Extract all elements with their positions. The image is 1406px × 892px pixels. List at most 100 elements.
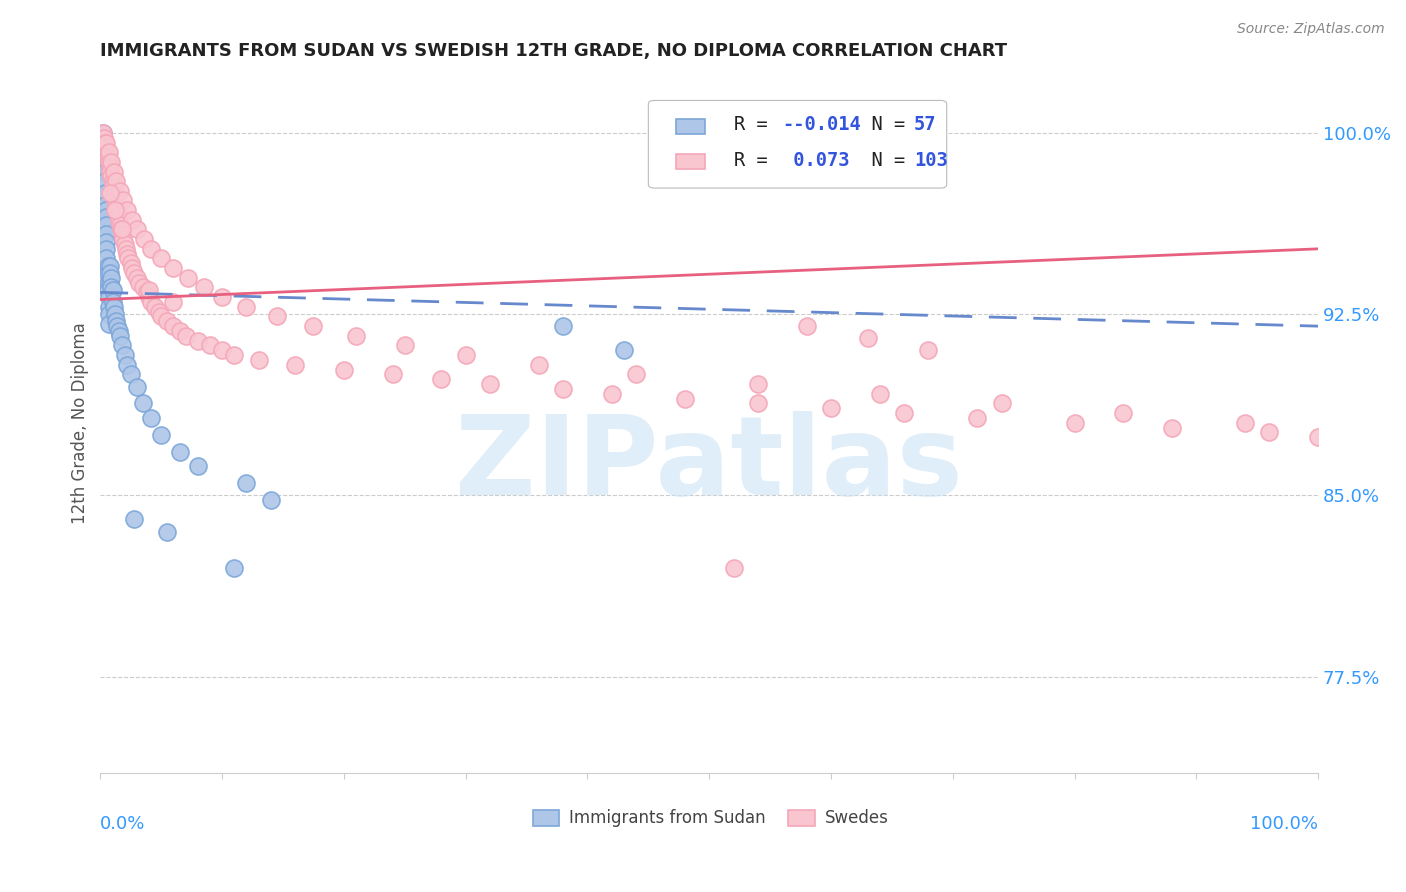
Point	[93, 160, 115, 174]
Point	[132, 280, 155, 294]
Point	[141, 242, 163, 256]
Point	[198, 338, 221, 352]
Point	[101, 179, 124, 194]
Point	[125, 270, 148, 285]
Point	[235, 300, 257, 314]
Point	[98, 276, 121, 290]
Point	[723, 561, 745, 575]
Point	[91, 126, 114, 140]
Point	[98, 164, 121, 178]
Point	[747, 377, 769, 392]
Point	[103, 184, 125, 198]
Point	[141, 295, 163, 310]
Point	[110, 222, 132, 236]
Point	[91, 126, 114, 140]
Text: 0.0%: 0.0%	[100, 815, 146, 833]
Point	[115, 358, 138, 372]
Point	[96, 136, 118, 150]
Point	[134, 232, 156, 246]
Point	[193, 280, 215, 294]
Point	[93, 133, 115, 147]
Text: Source: ZipAtlas.com: Source: ZipAtlas.com	[1237, 22, 1385, 37]
Point	[124, 266, 146, 280]
Point	[115, 203, 138, 218]
Point	[673, 392, 696, 406]
Point	[100, 270, 122, 285]
Point	[553, 319, 575, 334]
Point	[124, 512, 146, 526]
Point	[107, 208, 129, 222]
Point	[143, 300, 166, 314]
Point	[1258, 425, 1281, 440]
Text: 100.0%: 100.0%	[1250, 815, 1319, 833]
Point	[966, 411, 988, 425]
Point	[100, 280, 122, 294]
Point	[156, 314, 179, 328]
Point	[187, 334, 209, 348]
Point	[97, 259, 120, 273]
Point	[150, 428, 173, 442]
Point	[527, 358, 550, 372]
Point	[148, 304, 170, 318]
Point	[224, 348, 246, 362]
Point	[111, 338, 134, 352]
Point	[138, 290, 160, 304]
Point	[101, 295, 124, 310]
Point	[104, 307, 127, 321]
Point	[121, 212, 143, 227]
Point	[93, 130, 115, 145]
Point	[187, 459, 209, 474]
Text: R =: R =	[734, 151, 779, 169]
Text: IMMIGRANTS FROM SUDAN VS SWEDISH 12TH GRADE, NO DIPLOMA CORRELATION CHART: IMMIGRANTS FROM SUDAN VS SWEDISH 12TH GR…	[100, 42, 1008, 60]
Point	[138, 283, 160, 297]
Point	[100, 169, 122, 184]
Point	[96, 218, 118, 232]
Point	[98, 186, 121, 201]
Point	[96, 203, 118, 218]
Point	[600, 386, 623, 401]
FancyBboxPatch shape	[676, 120, 706, 134]
FancyBboxPatch shape	[533, 810, 560, 826]
Point	[96, 235, 118, 249]
Point	[990, 396, 1012, 410]
Point	[93, 143, 115, 157]
Point	[97, 307, 120, 321]
Text: --0.014: --0.014	[782, 115, 860, 135]
Point	[150, 310, 173, 324]
Point	[94, 186, 117, 201]
Point	[105, 174, 128, 188]
Point	[613, 343, 636, 358]
Point	[97, 150, 120, 164]
Text: 57: 57	[914, 115, 936, 135]
Point	[98, 259, 121, 273]
Point	[101, 174, 124, 188]
Point	[91, 130, 114, 145]
Point	[94, 174, 117, 188]
Point	[235, 476, 257, 491]
Point	[104, 188, 127, 202]
Point	[97, 300, 120, 314]
Point	[94, 154, 117, 169]
Point	[125, 222, 148, 236]
Point	[114, 348, 136, 362]
FancyBboxPatch shape	[676, 154, 706, 169]
Point	[108, 328, 131, 343]
Point	[869, 386, 891, 401]
Text: 103: 103	[914, 151, 948, 169]
Point	[120, 256, 142, 270]
Point	[162, 261, 184, 276]
Point	[893, 406, 915, 420]
Point	[96, 227, 118, 242]
Point	[174, 328, 197, 343]
FancyBboxPatch shape	[648, 101, 946, 188]
Point	[104, 203, 127, 218]
Point	[381, 368, 404, 382]
Point	[97, 154, 120, 169]
Point	[162, 319, 184, 334]
Point	[120, 368, 142, 382]
Point	[97, 145, 120, 160]
Point	[211, 343, 233, 358]
Point	[553, 382, 575, 396]
Point	[94, 198, 117, 212]
Point	[211, 290, 233, 304]
